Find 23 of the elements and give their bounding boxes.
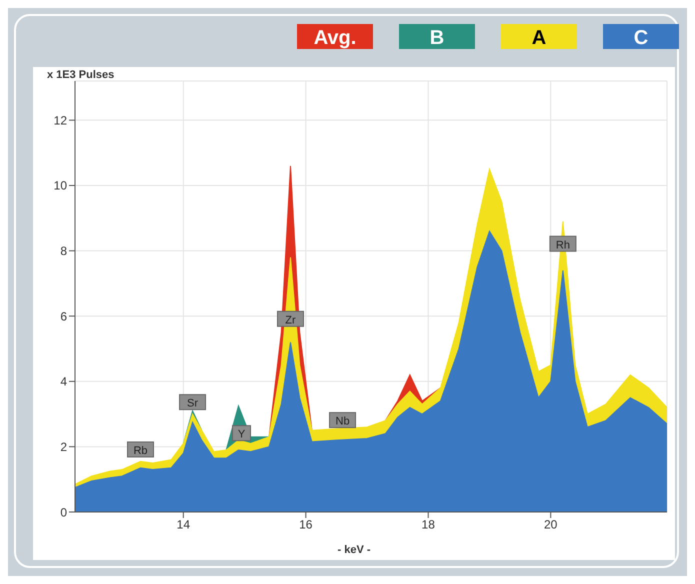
y-tick-label: 6 xyxy=(60,309,68,324)
annotation: Y xyxy=(238,428,246,441)
legend-label: B xyxy=(430,27,444,49)
annotation: Sr xyxy=(187,398,198,410)
legend-label: Avg. xyxy=(314,27,356,49)
y-tick-label: 0 xyxy=(60,505,68,520)
x-tick-label: 18 xyxy=(422,518,436,532)
legend-label: A xyxy=(532,27,546,49)
x-tick-label: 20 xyxy=(544,518,558,532)
annotation: Rh xyxy=(556,239,570,252)
y-tick-label: 4 xyxy=(60,374,68,389)
y-tick-label: 10 xyxy=(54,178,68,193)
x-tick-label: 16 xyxy=(299,518,313,532)
x-axis-title: - keV - xyxy=(336,544,372,556)
annotation: Rb xyxy=(133,444,148,457)
y-tick-label: 12 xyxy=(54,113,68,128)
annotation: Nb xyxy=(336,416,350,428)
legend-label: C xyxy=(634,27,648,49)
y-axis-title: x 1E3 Pulses xyxy=(47,69,114,81)
x-tick-label: 14 xyxy=(176,518,190,532)
annotation: Zr xyxy=(285,314,296,326)
y-tick-label: 2 xyxy=(60,440,68,454)
y-tick-label: 8 xyxy=(60,244,68,258)
